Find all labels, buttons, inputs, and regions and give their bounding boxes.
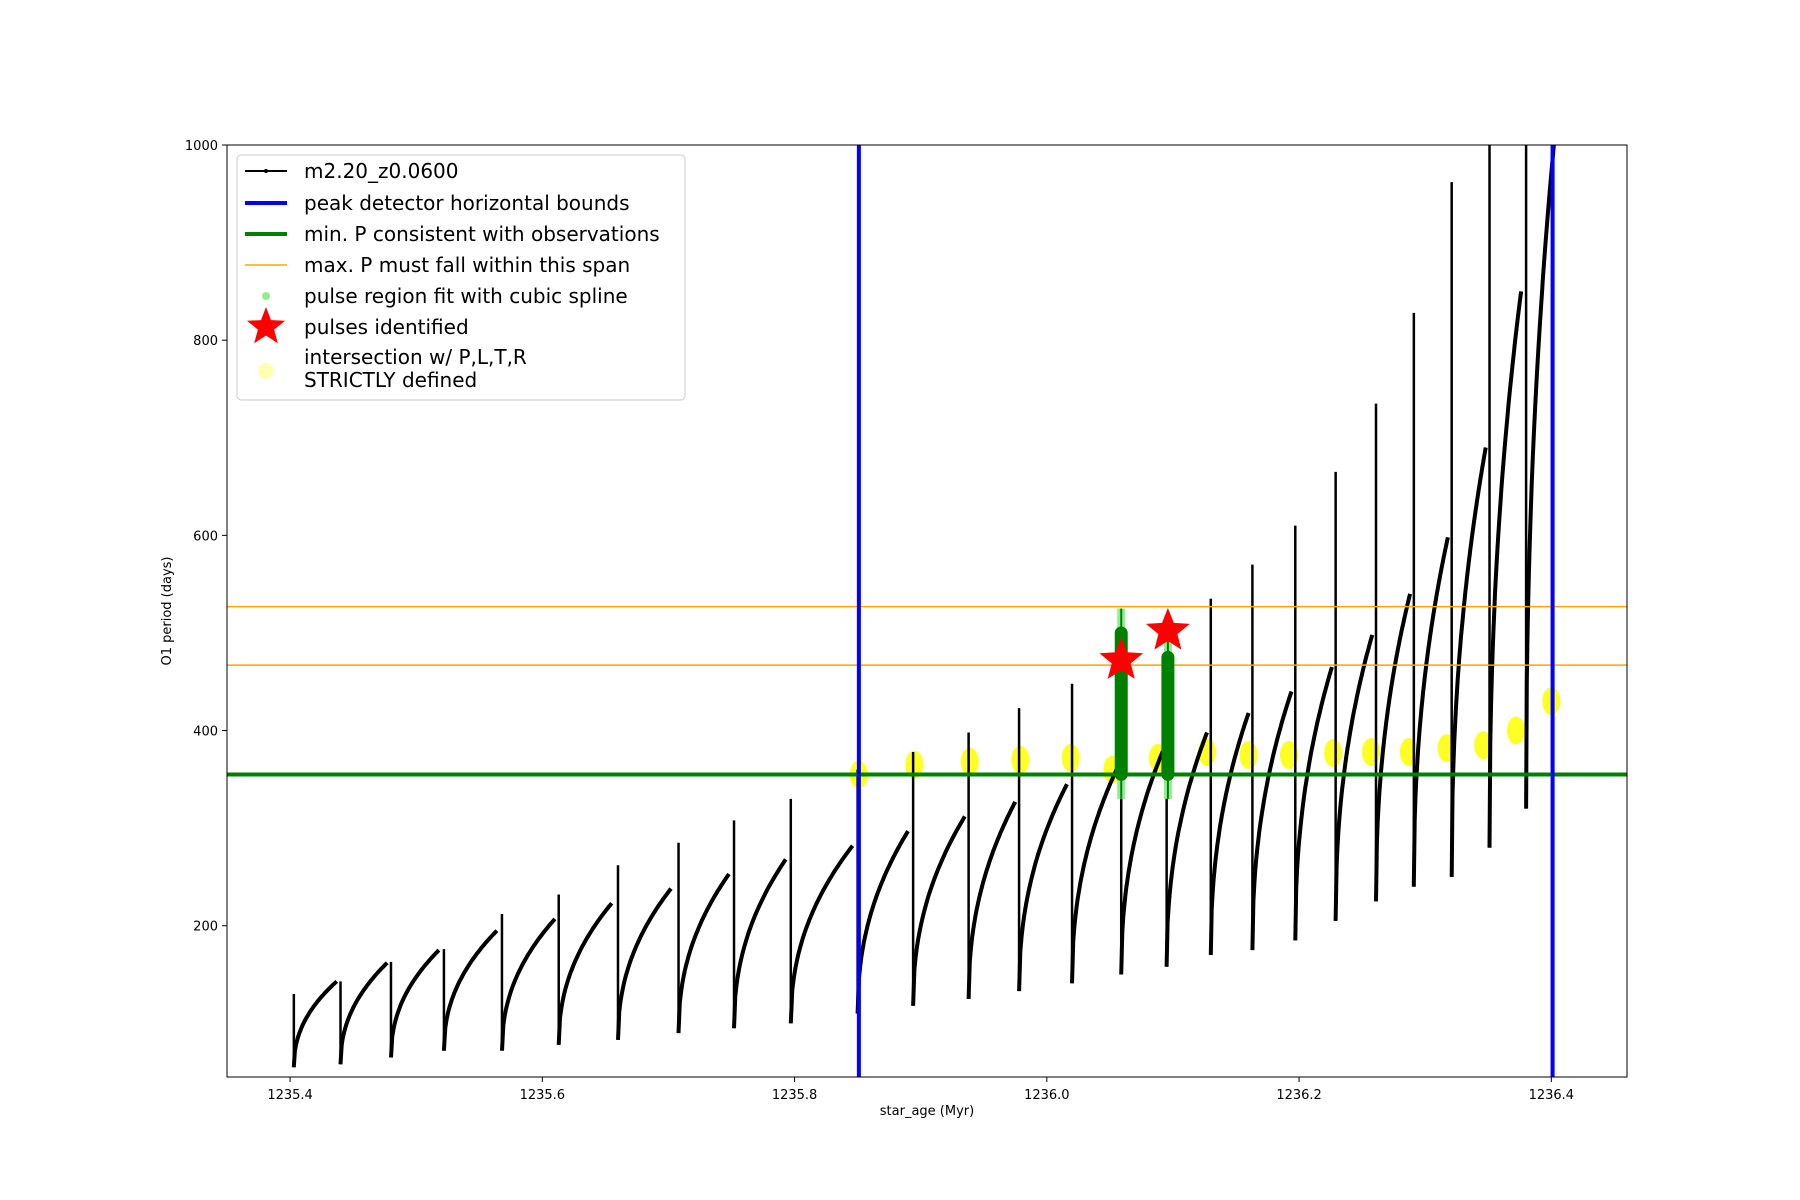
legend-label-series: m2.20_z0.0600 [304, 159, 459, 183]
pulse-star [1099, 637, 1144, 679]
x-tick-label: 1236.0 [1024, 1088, 1070, 1103]
legend-label-spline: pulse region fit with cubic spline [304, 284, 628, 308]
series-pulse-cycle [389, 948, 441, 1058]
intersection-marker [1061, 743, 1080, 772]
series-pulse-cycle [676, 872, 731, 1034]
legend-swatch-spline [262, 292, 270, 300]
series-pulse-cycle [911, 815, 967, 1006]
intersection-marker [905, 750, 924, 779]
series-pulse-cycle [1119, 750, 1165, 975]
series-pulse-cycle [1293, 666, 1334, 941]
x-tick-label: 1236.2 [1276, 1088, 1322, 1103]
intersection-marker [1324, 738, 1343, 767]
plot-area [227, 145, 1627, 1077]
x-tick-label: 1236.4 [1529, 1088, 1575, 1103]
plot-frame [226, 144, 1628, 1078]
intersection-marker [1011, 745, 1030, 774]
intersection-marker [1361, 738, 1380, 767]
series-pulse-cycle [338, 961, 389, 1065]
y-tick-label: 1000 [185, 139, 218, 154]
legend-label-intersection-2: STRICTLY defined [304, 368, 477, 392]
y-tick-label: 400 [193, 725, 218, 740]
y-axis-label: O1 period (days) [160, 556, 175, 665]
legend-label-pulses: pulses identified [304, 315, 469, 339]
series-pulse-cycle [1070, 766, 1120, 984]
series-pulse-cycle [1250, 690, 1294, 951]
series-pulse-cycle [291, 979, 339, 1068]
x-tick-label: 1235.6 [520, 1088, 566, 1103]
x-tick-label: 1235.8 [772, 1088, 818, 1103]
pulse-star [1146, 608, 1190, 650]
legend-swatch-series-marker [264, 169, 268, 173]
series-pulse-cycle [1017, 783, 1069, 992]
legend-swatch-pulses [247, 307, 285, 344]
series-pulse-cycle [1524, 145, 1556, 809]
series-pulse-cycle [441, 929, 499, 1051]
x-tick-label: 1235.4 [267, 1088, 313, 1103]
intersection-marker [1507, 716, 1526, 745]
series-pulse-cycle [1374, 593, 1413, 902]
series-pulse-cycle [1208, 712, 1251, 956]
legend-label-max-p: max. P must fall within this span [304, 253, 630, 277]
series-pulse-cycle [966, 800, 1018, 999]
legend-label-min-p: min. P consistent with observations [304, 222, 660, 246]
intersection-marker [1474, 731, 1493, 760]
y-tick-label: 800 [193, 334, 218, 349]
axes: 1235.4 1235.6 1235.8 1236.0 1236.2 1236.4 200 4… [185, 139, 1574, 1103]
series-pulse-cycle [1164, 731, 1209, 967]
y-tick-label: 200 [193, 920, 218, 935]
series-pulse-cycle [1411, 536, 1450, 887]
intersection-marker [960, 747, 979, 776]
legend-swatch-intersection [258, 363, 274, 379]
series-line [291, 145, 1556, 1068]
intersection-marker [1239, 740, 1258, 769]
series-pulse-cycle [855, 830, 910, 1014]
series-pulse-cycle [1333, 634, 1375, 921]
series-pulse-cycle [788, 844, 855, 1024]
y-tick-label: 600 [193, 529, 218, 544]
series-pulse-cycle [732, 858, 788, 1029]
series-pulse-cycle [1487, 291, 1524, 848]
series-pulse-cycle [500, 917, 557, 1051]
series-pulse-cycle [616, 887, 673, 1040]
legend-label-intersection-1: intersection w/ P,L,T,R [304, 345, 527, 369]
intersection-marker [1279, 740, 1298, 769]
legend-label-bounds: peak detector horizontal bounds [304, 191, 630, 215]
series-pulse-cycle [1449, 447, 1488, 877]
legend-box [236, 154, 686, 401]
x-axis-label: star_age (Myr) [880, 1104, 974, 1119]
series-pulse-cycle [556, 902, 614, 1045]
intersection-marker [1399, 738, 1418, 767]
legend: m2.20_z0.0600 peak detector horizontal b… [236, 154, 686, 401]
